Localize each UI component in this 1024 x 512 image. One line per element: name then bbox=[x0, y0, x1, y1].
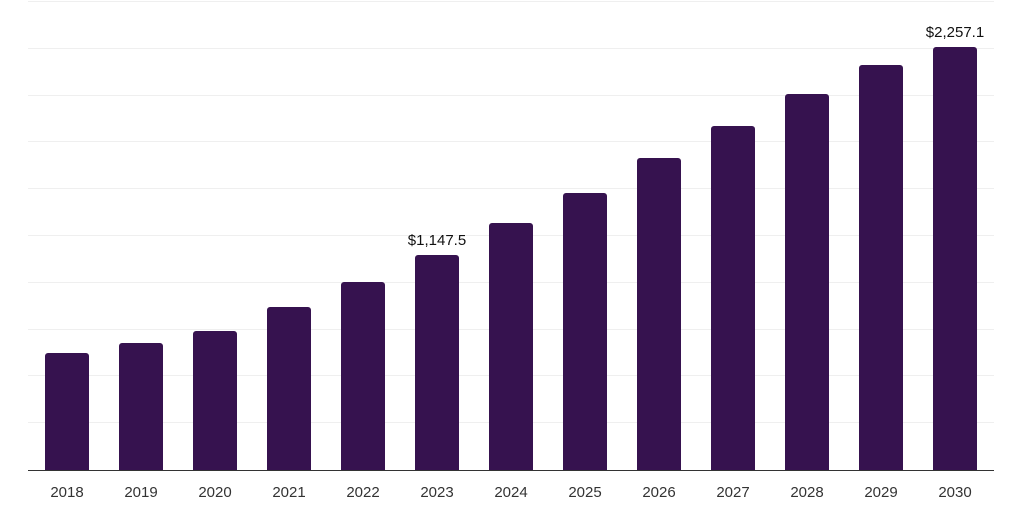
bar-2023 bbox=[415, 255, 459, 470]
data-label-2030: $2,257.1 bbox=[925, 24, 985, 42]
x-tick-2024: 2024 bbox=[494, 484, 528, 501]
gridline bbox=[28, 141, 994, 143]
x-tick-2018: 2018 bbox=[50, 484, 84, 501]
gridline bbox=[28, 94, 994, 96]
plot-area: $1,147.5 $2,257.1 bbox=[28, 1, 994, 471]
bar-2025 bbox=[563, 192, 607, 470]
x-tick-2028: 2028 bbox=[790, 484, 824, 501]
x-tick-2021: 2021 bbox=[272, 484, 306, 501]
bar-2020 bbox=[193, 331, 237, 470]
bar-2029 bbox=[859, 65, 903, 470]
bar-2028 bbox=[785, 93, 829, 470]
x-tick-2022: 2022 bbox=[346, 484, 380, 501]
x-tick-2020: 2020 bbox=[198, 484, 232, 501]
x-tick-2019: 2019 bbox=[124, 484, 158, 501]
bar-2018 bbox=[45, 353, 89, 470]
bar-2021 bbox=[267, 306, 311, 470]
x-tick-2030: 2030 bbox=[938, 484, 972, 501]
bar-2019 bbox=[119, 343, 163, 470]
x-tick-2029: 2029 bbox=[864, 484, 898, 501]
gridline bbox=[28, 47, 994, 49]
bar-2030 bbox=[933, 47, 977, 470]
gridline bbox=[28, 1, 994, 2]
bar-2027 bbox=[711, 125, 755, 470]
x-tick-2023: 2023 bbox=[420, 484, 454, 501]
gridline bbox=[28, 188, 994, 190]
data-label-2023: $1,147.5 bbox=[407, 232, 467, 250]
bar-2024 bbox=[489, 223, 533, 470]
bar-2022 bbox=[341, 282, 385, 470]
x-tick-2025: 2025 bbox=[568, 484, 602, 501]
bar-2026 bbox=[637, 157, 681, 470]
x-tick-2027: 2027 bbox=[716, 484, 750, 501]
x-tick-2026: 2026 bbox=[642, 484, 676, 501]
